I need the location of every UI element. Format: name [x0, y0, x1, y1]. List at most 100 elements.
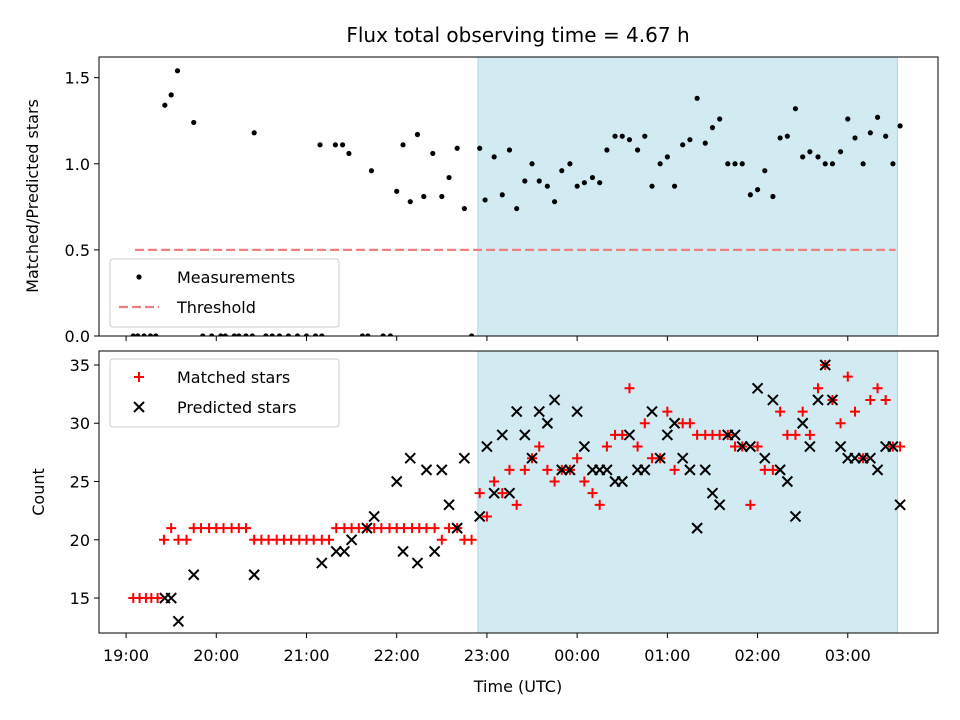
measurement-point	[581, 180, 587, 186]
measurement-point	[567, 161, 573, 167]
measurement-point	[461, 205, 467, 212]
predicted-star-point	[488, 487, 500, 499]
measurement-point	[499, 192, 505, 198]
bottom-y-tick-label: 20	[70, 531, 90, 550]
predicted-star-point	[668, 417, 681, 429]
measurement-point	[332, 142, 338, 148]
measurement-point	[222, 333, 228, 336]
predicted-star-point	[706, 487, 719, 499]
measurement-point	[514, 205, 520, 212]
measurement-point	[430, 150, 436, 157]
measurement-point	[544, 183, 550, 189]
matched-star-point	[572, 453, 583, 464]
measurement-point	[664, 154, 670, 160]
matched-star-point	[745, 499, 756, 510]
predicted-star-point	[759, 452, 771, 464]
matched-star-point	[534, 441, 545, 452]
matched-star-point	[594, 499, 605, 510]
matched-star-point	[617, 429, 628, 440]
predicted-star-point	[699, 464, 711, 476]
measurement-point	[439, 193, 445, 200]
bottom-y-tick-label: 35	[70, 356, 90, 375]
measurement-point	[200, 333, 206, 336]
predicted-star-point	[510, 405, 523, 418]
measurement-point	[135, 333, 141, 336]
measurement-point	[368, 168, 375, 174]
measurement-point	[619, 133, 625, 139]
matched-star-point	[752, 441, 763, 452]
predicted-star-point	[316, 557, 328, 569]
predicted-star-point	[623, 429, 636, 441]
x-tick-label: 00:00	[554, 646, 600, 665]
matched-star-point	[324, 534, 335, 545]
measurement-point	[130, 333, 136, 336]
measurement-point	[365, 333, 371, 336]
measurement-point	[574, 183, 580, 189]
measurement-point	[394, 188, 400, 194]
matched-star-point	[549, 476, 560, 487]
predicted-star-point	[691, 522, 703, 534]
predicted-star-point	[864, 452, 877, 464]
predicted-star-point	[248, 569, 260, 581]
predicted-star-point	[345, 534, 358, 546]
matched-star-point	[489, 476, 500, 487]
matched-star-point	[775, 406, 786, 417]
predicted-star-point	[789, 510, 802, 523]
measurement-point	[551, 199, 558, 205]
measurement-point	[860, 161, 866, 167]
x-tick-label: 20:00	[193, 646, 239, 665]
matched-star-point	[579, 476, 590, 487]
matched-star-point	[241, 523, 252, 534]
predicted-star-point	[684, 464, 696, 476]
top-y-tick-label: 1.5	[65, 69, 90, 88]
predicted-star-point	[443, 499, 455, 511]
measurement-point	[890, 161, 896, 167]
x-tick-label: 01:00	[644, 646, 690, 665]
predicted-star-point	[533, 405, 545, 418]
measurement-point	[649, 183, 655, 189]
measurement-point	[285, 333, 292, 336]
top-legend-label: Measurements	[177, 268, 295, 287]
top-y-tick-label: 0.0	[65, 327, 90, 346]
measurement-point	[303, 333, 310, 336]
bottom-axes-frame	[98, 350, 939, 634]
measurement-point	[845, 116, 851, 122]
measurement-point	[739, 161, 745, 167]
measurement-point	[294, 333, 301, 336]
predicted-star-point	[519, 429, 531, 441]
predicted-star-point	[871, 464, 884, 476]
measurement-point	[709, 125, 716, 131]
predicted-star-point	[496, 429, 508, 441]
x-tick-label: 02:00	[735, 646, 781, 665]
matched-star-point	[601, 441, 612, 452]
matched-star-point	[797, 406, 808, 417]
x-tick-label: 03:00	[825, 646, 871, 665]
x-tick-label: 19:00	[103, 646, 149, 665]
predicted-star-point	[744, 440, 757, 453]
matched-star-point	[662, 406, 673, 417]
measurement-point	[897, 123, 903, 129]
measurement-point	[454, 145, 460, 151]
bottom-shaded-region	[477, 350, 898, 634]
matched-star-point	[497, 488, 508, 499]
measurement-point	[400, 142, 406, 148]
predicted-star-point	[894, 499, 906, 511]
predicted-star-point	[767, 394, 779, 406]
measurement-point	[312, 333, 319, 336]
matched-star-point	[429, 523, 440, 534]
predicted-star-point	[368, 510, 380, 523]
predicted-star-point	[729, 429, 741, 441]
measurement-point	[414, 131, 421, 138]
matched-star-point	[850, 406, 861, 417]
predicted-star-point	[503, 487, 516, 499]
bottom-legend-label: Predicted stars	[177, 398, 297, 417]
matched-star-point	[842, 371, 853, 382]
predicted-star-point	[397, 545, 409, 558]
predicted-star-point	[616, 475, 628, 488]
predicted-star-point	[411, 557, 424, 569]
predicted-star-point	[887, 440, 899, 453]
measurement-point	[407, 199, 413, 205]
predicted-star-point	[796, 417, 809, 429]
measurement-point	[687, 137, 693, 143]
measurement-point	[477, 145, 483, 151]
